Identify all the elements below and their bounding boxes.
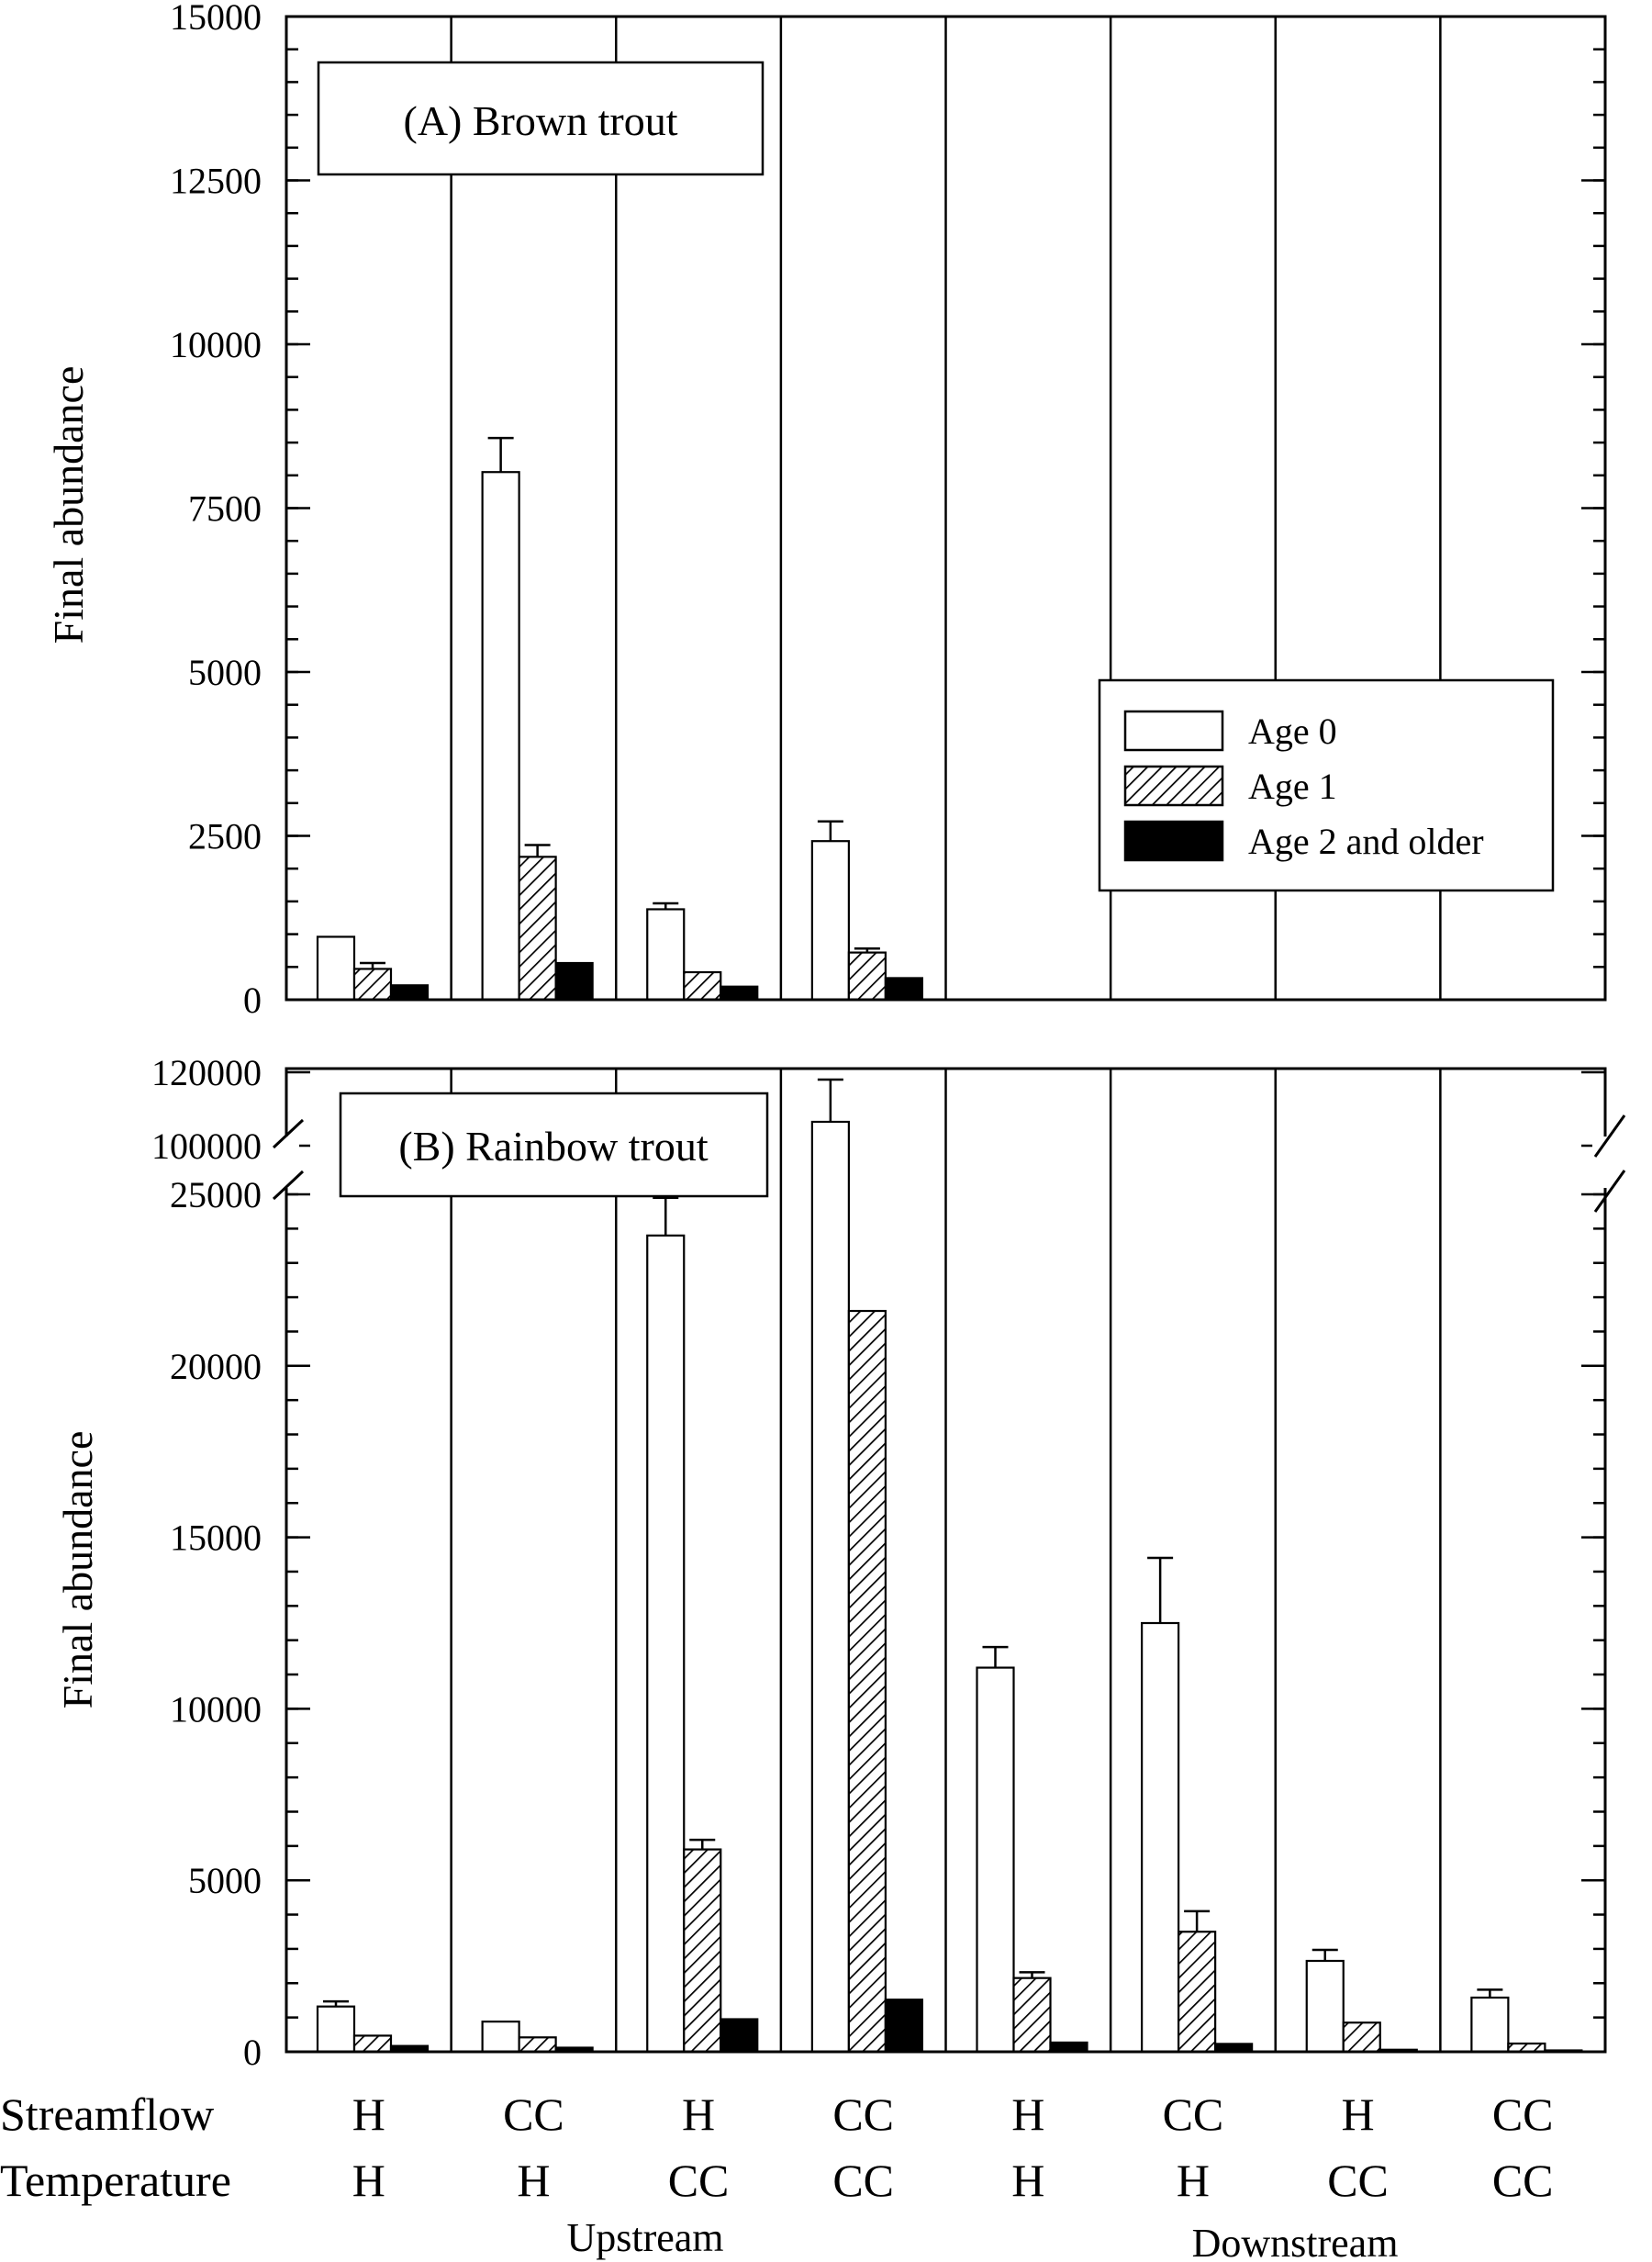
panel-b-ylabel: Final abundance <box>54 1431 101 1709</box>
a-ytick-label: 5000 <box>188 652 262 693</box>
a-bar-age1-4 <box>847 951 887 1002</box>
b-ytick-label-upper: 100000 <box>151 1125 262 1167</box>
a-bar-age2-1 <box>389 984 430 1002</box>
a-ytick-label: 2500 <box>188 816 262 857</box>
axis-break-left <box>272 1118 305 1201</box>
temperature-label: CC <box>668 2155 730 2206</box>
temperature-label: H <box>1011 2155 1044 2206</box>
streamflow-label: H <box>682 2088 715 2140</box>
streamflow-row-label: Streamflow <box>0 2088 214 2140</box>
temperature-label: H <box>517 2155 550 2206</box>
panel-a-ylabel: Final abundance <box>45 366 92 644</box>
group-label-downstream: Downstream <box>1192 2221 1399 2262</box>
panel-a-title: (A) Brown trout <box>404 97 678 144</box>
a-bar-age0-2 <box>481 471 520 1002</box>
panel-b-plot: 0 5000 10000 15000 20000 25000 100000 120000 <box>151 1052 1605 2073</box>
legend-label-age2: Age 2 and older <box>1248 821 1484 862</box>
a-bar-age2-4 <box>884 977 923 1002</box>
a-ytick-label: 15000 <box>170 0 262 38</box>
b-bar-age2-3 <box>720 2018 759 2054</box>
b-bar-age0-1 <box>316 2005 356 2054</box>
b-bar-age2-4 <box>884 1999 923 2054</box>
b-bar-age0-7 <box>1305 1959 1345 2054</box>
temperature-label: CC <box>1327 2155 1389 2206</box>
b-bar-age1-4 <box>847 1309 887 2054</box>
b-bar-age0-5 <box>976 1666 1015 2054</box>
streamflow-label: CC <box>503 2088 564 2140</box>
a-bar-age1-2 <box>518 856 557 1002</box>
a-ytick-label: 10000 <box>170 324 262 365</box>
temperature-label: CC <box>832 2155 894 2206</box>
b-bar-age1-5 <box>1012 1976 1052 2054</box>
panel-a-frame <box>285 15 1607 1002</box>
legend-label-age1: Age 1 <box>1248 766 1337 807</box>
temperature-label: CC <box>1492 2155 1554 2206</box>
b-ytick-label: 20000 <box>170 1346 262 1387</box>
b-bar-age0-4 <box>810 1120 850 2054</box>
b-bar-age1-6 <box>1178 1931 1217 2054</box>
a-ytick-label: 0 <box>243 980 262 1021</box>
panel-b-title: (B) Rainbow trout <box>398 1123 709 1170</box>
streamflow-label: H <box>1342 2088 1375 2140</box>
panel-b: Final abundance 0 5000 10000 15000 20000 2500… <box>54 1052 1626 2073</box>
a-ytick-label: 12500 <box>170 161 262 202</box>
b-bar-age1-2 <box>518 2036 557 2054</box>
b-bar-age0-6 <box>1141 1621 1180 2054</box>
b-ytick-label: 10000 <box>170 1688 262 1730</box>
a-bar-age0-4 <box>810 840 850 1002</box>
b-ytick-label-upper: 120000 <box>151 1052 262 1093</box>
b-ytick-label: 25000 <box>170 1174 262 1215</box>
a-bar-age1-1 <box>352 968 393 1002</box>
b-bar-age2-5 <box>1049 2041 1088 2054</box>
temperature-label: H <box>1177 2155 1210 2206</box>
legend: Age 0 Age 1 Age 2 and older <box>1098 678 1555 892</box>
panel-a-title-box: (A) Brown trout <box>317 61 765 176</box>
a-bar-age0-1 <box>316 935 356 1002</box>
panel-a: Final abundance 0 2500 5000 7500 10000 12500 1… <box>45 0 1607 1021</box>
panel-b-title-box: (B) Rainbow trout <box>339 1092 769 1198</box>
b-bar-age1-1 <box>352 2034 393 2054</box>
group-label-upstream: Upstream <box>566 2215 723 2260</box>
legend-swatch-age2 <box>1123 820 1224 862</box>
legend-swatch-age1 <box>1123 765 1224 807</box>
legend-label-age0: Age 0 <box>1248 711 1337 752</box>
streamflow-label: CC <box>832 2088 894 2140</box>
streamflow-label: H <box>352 2088 385 2140</box>
x-axis-table: Streamflow Temperature HHCCHHCCCCCCHHCCH… <box>0 2088 1554 2262</box>
b-bar-age0-3 <box>646 1234 686 2054</box>
legend-swatch-age0 <box>1123 710 1224 752</box>
panel-a-plot: 0 2500 5000 7500 10000 12500 15000 <box>170 0 1605 1021</box>
b-bar-age0-8 <box>1470 1996 1510 2054</box>
b-ytick-label: 0 <box>243 2032 262 2073</box>
b-bar-age0-2 <box>481 2021 520 2054</box>
a-bar-age0-3 <box>646 908 686 1002</box>
streamflow-label: CC <box>1163 2088 1224 2140</box>
a-bar-age2-3 <box>720 985 759 1002</box>
streamflow-label: H <box>1011 2088 1044 2140</box>
a-bar-age1-3 <box>683 970 722 1002</box>
panel-b-frame <box>285 1067 1607 2054</box>
axis-break-right <box>1592 1114 1626 1213</box>
temperature-label: H <box>352 2155 385 2206</box>
streamflow-label: CC <box>1492 2088 1554 2140</box>
b-ytick-label: 15000 <box>170 1517 262 1559</box>
a-ytick-label: 7500 <box>188 488 262 530</box>
a-bar-age2-2 <box>554 961 594 1002</box>
b-ytick-label: 5000 <box>188 1860 262 1901</box>
temperature-row-label: Temperature <box>0 2155 231 2206</box>
b-bar-age1-7 <box>1342 2021 1381 2054</box>
b-bar-age1-3 <box>683 1848 722 2054</box>
